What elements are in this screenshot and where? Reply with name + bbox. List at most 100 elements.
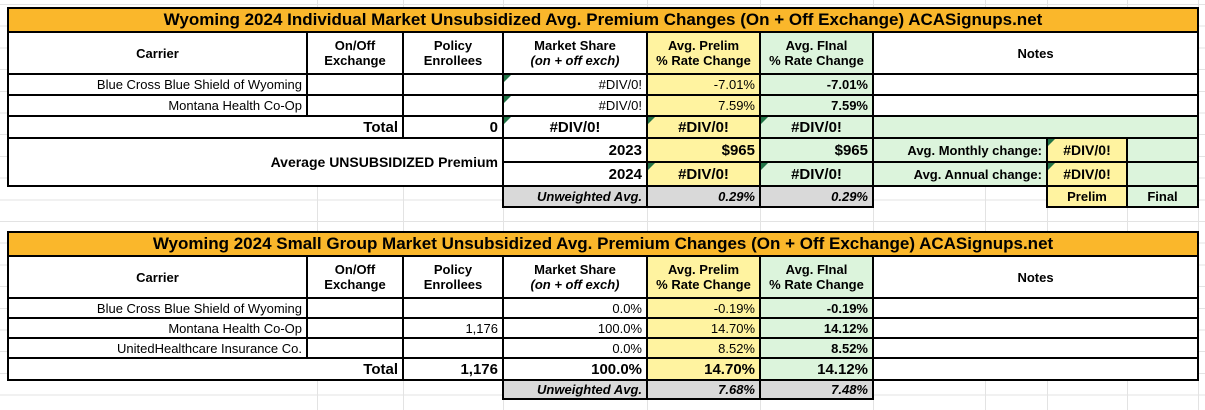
notes-cell[interactable] (872, 317, 1199, 339)
total-prelim-cell[interactable]: 14.70% (646, 357, 761, 381)
market-share-cell[interactable]: 0.0% (502, 297, 648, 319)
annual-change-value-cell[interactable]: #DIV/0! (1046, 161, 1128, 187)
monthly-change-label-cell[interactable]: Avg. Monthly change: (872, 137, 1048, 163)
header-line: Avg. Prelim (667, 38, 740, 53)
total-label-cell[interactable]: Total (7, 357, 404, 381)
column-header-enrollees[interactable]: Policy Enrollees (402, 31, 504, 75)
header-subline: (on + off exch) (530, 277, 620, 292)
exchange-cell[interactable] (306, 337, 404, 359)
premium-2023-final-cell[interactable]: $965 (759, 137, 874, 163)
unweighted-final-cell[interactable]: 0.29% (759, 185, 874, 208)
carrier-cell[interactable]: Blue Cross Blue Shield of Wyoming (7, 73, 308, 96)
unweighted-prelim-cell[interactable]: 0.29% (646, 185, 761, 208)
avg-premium-2023-row: Average UNSUBSIDIZED Premium 2023 $965 $… (7, 137, 1199, 187)
market-share-cell[interactable]: #DIV/0! (502, 73, 648, 96)
premium-2024-final-cell[interactable]: #DIV/0! (759, 161, 874, 187)
total-row: Total 0 #DIV/0! #DIV/0! #DIV/0! (7, 115, 1199, 139)
column-header-final[interactable]: Avg. FInal % Rate Change (759, 31, 874, 75)
legend-prelim-cell[interactable]: Prelim (1046, 185, 1128, 208)
notes-cell[interactable] (872, 94, 1199, 117)
header-line: % Rate Change (656, 277, 751, 292)
column-header-final[interactable]: Avg. FInal % Rate Change (759, 255, 874, 299)
prelim-change-cell[interactable]: -0.19% (646, 297, 761, 319)
total-final-cell[interactable]: #DIV/0! (759, 115, 874, 139)
total-enrollees-cell[interactable]: 1,176 (402, 357, 504, 381)
unweighted-final-cell[interactable]: 7.48% (759, 379, 874, 400)
year-2024-cell[interactable]: 2024 (502, 161, 648, 187)
prelim-change-cell[interactable]: 7.59% (646, 94, 761, 117)
enrollees-cell[interactable] (402, 337, 504, 359)
monthly-change-value-cell[interactable]: #DIV/0! (1046, 137, 1128, 163)
annual-change-label-cell[interactable]: Avg. Annual change: (872, 161, 1048, 187)
exchange-cell[interactable] (306, 297, 404, 319)
final-change-cell[interactable]: 8.52% (759, 337, 874, 359)
column-header-notes[interactable]: Notes (872, 31, 1199, 75)
total-market-share-cell[interactable]: #DIV/0! (502, 115, 648, 139)
notes-cell[interactable] (872, 337, 1199, 359)
carrier-cell[interactable]: Montana Health Co-Op (7, 317, 308, 339)
header-line: Exchange (324, 277, 386, 292)
enrollees-cell[interactable] (402, 73, 504, 96)
carrier-cell[interactable]: Blue Cross Blue Shield of Wyoming (7, 297, 308, 319)
header-line: Policy (433, 262, 473, 277)
header-line: On/Off (334, 38, 376, 53)
market-share-cell[interactable]: 100.0% (502, 317, 648, 339)
exchange-cell[interactable] (306, 73, 404, 96)
table-row: Montana Health Co-Op 1,176 100.0% 14.70%… (7, 317, 1199, 339)
column-header-carrier[interactable]: Carrier (7, 255, 308, 299)
total-notes-cell[interactable] (872, 115, 1199, 139)
unweighted-label-cell[interactable]: Unweighted Avg. (502, 379, 648, 400)
premium-2024-prelim-cell[interactable]: #DIV/0! (646, 161, 761, 187)
header-line: % Rate Change (769, 53, 864, 68)
column-header-market-share[interactable]: Market Share (on + off exch) (502, 255, 648, 299)
enrollees-cell[interactable]: 1,176 (402, 317, 504, 339)
column-header-market-share[interactable]: Market Share (on + off exch) (502, 31, 648, 75)
table2-title-cell[interactable]: Wyoming 2024 Small Group Market Unsubsid… (7, 231, 1199, 257)
exchange-cell[interactable] (306, 317, 404, 339)
total-notes-cell[interactable] (872, 357, 1199, 381)
prelim-change-cell[interactable]: 8.52% (646, 337, 761, 359)
enrollees-cell[interactable] (402, 94, 504, 117)
prelim-change-cell[interactable]: -7.01% (646, 73, 761, 96)
unweighted-label-cell[interactable]: Unweighted Avg. (502, 185, 648, 208)
legend-final-cell[interactable]: Final (1126, 185, 1199, 208)
notes-cell[interactable] (872, 297, 1199, 319)
column-header-enrollees[interactable]: Policy Enrollees (402, 255, 504, 299)
premium-2023-prelim-cell[interactable]: $965 (646, 137, 761, 163)
column-header-exchange[interactable]: On/Off Exchange (306, 31, 404, 75)
enrollees-cell[interactable] (402, 297, 504, 319)
avg-premium-2024-row: 2024 #DIV/0! #DIV/0! Avg. Annual change:… (8, 161, 1199, 187)
avg-premium-label-cell[interactable]: Average UNSUBSIDIZED Premium (7, 137, 504, 187)
exchange-cell[interactable] (306, 94, 404, 117)
monthly-change-final-cell[interactable] (1126, 137, 1199, 163)
final-change-cell[interactable]: -7.01% (759, 73, 874, 96)
market-share-cell[interactable]: 0.0% (502, 337, 648, 359)
final-change-cell[interactable]: 14.12% (759, 317, 874, 339)
carrier-cell[interactable]: Montana Health Co-Op (7, 94, 308, 117)
column-header-notes[interactable]: Notes (872, 255, 1199, 299)
year-2023-cell[interactable]: 2023 (502, 137, 648, 163)
prelim-change-cell[interactable]: 14.70% (646, 317, 761, 339)
total-final-cell[interactable]: 14.12% (759, 357, 874, 381)
annual-change-final-cell[interactable] (1126, 161, 1199, 187)
total-prelim-cell[interactable]: #DIV/0! (646, 115, 761, 139)
column-header-prelim[interactable]: Avg. Prelim % Rate Change (646, 255, 761, 299)
total-enrollees-cell[interactable]: 0 (402, 115, 504, 139)
final-change-cell[interactable]: -0.19% (759, 297, 874, 319)
total-label-cell[interactable]: Total (7, 115, 404, 139)
table1-title-cell[interactable]: Wyoming 2024 Individual Market Unsubsidi… (7, 7, 1199, 33)
small-group-table: Wyoming 2024 Small Group Market Unsubsid… (7, 231, 1199, 400)
column-header-carrier[interactable]: Carrier (7, 31, 308, 75)
notes-cell[interactable] (872, 73, 1199, 96)
total-market-share-cell[interactable]: 100.0% (502, 357, 648, 381)
total-row: Total 1,176 100.0% 14.70% 14.12% (7, 357, 1199, 381)
market-share-cell[interactable]: #DIV/0! (502, 94, 648, 117)
header-line: On/Off (334, 262, 376, 277)
column-header-prelim[interactable]: Avg. Prelim % Rate Change (646, 31, 761, 75)
carrier-cell[interactable]: UnitedHealthcare Insurance Co. (7, 337, 308, 359)
final-change-cell[interactable]: 7.59% (759, 94, 874, 117)
unweighted-prelim-cell[interactable]: 7.68% (646, 379, 761, 400)
column-header-exchange[interactable]: On/Off Exchange (306, 255, 404, 299)
header-line: Policy (433, 38, 473, 53)
empty-area (8, 186, 503, 207)
